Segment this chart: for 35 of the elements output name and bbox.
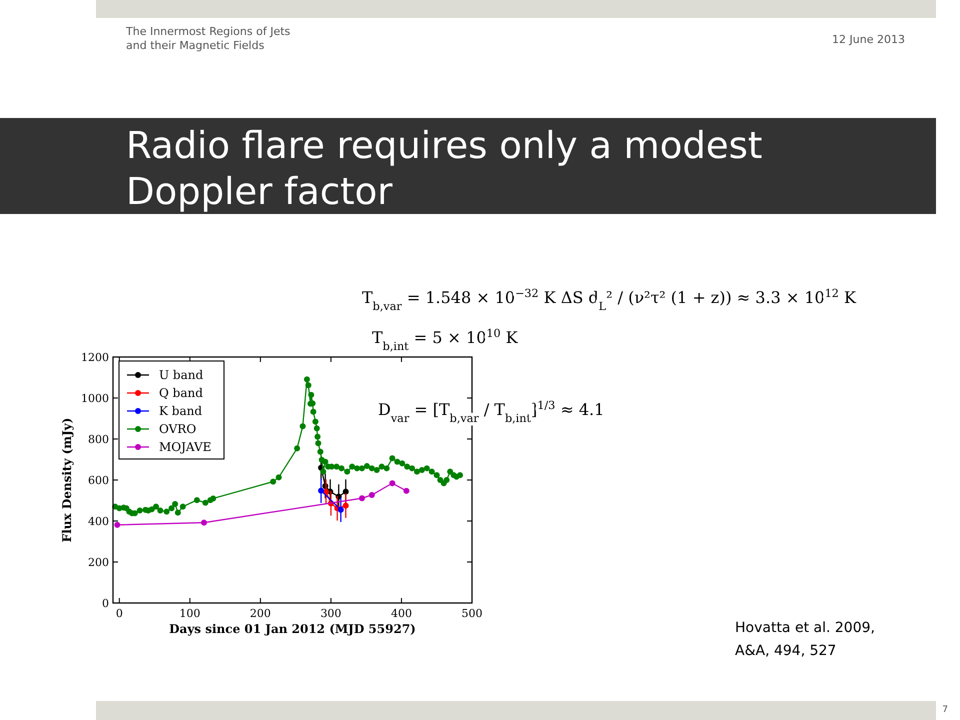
y-tick-label: 800 <box>88 433 109 446</box>
x-tick-label: 300 <box>320 607 342 620</box>
text: 7 <box>942 705 948 715</box>
point <box>403 488 410 494</box>
x-axis-title: Days since 01 Jan 2012 (MJD 55927) <box>169 622 416 636</box>
legend-label: OVRO <box>159 422 196 436</box>
point <box>368 492 375 498</box>
point <box>389 480 396 486</box>
point <box>200 520 207 526</box>
text: T$_{b,int}$ = 5 × 10$^{10}$ K <box>372 326 519 352</box>
x-tick-label: 200 <box>250 607 271 620</box>
y-tick-label: 1200 <box>81 351 109 364</box>
x-tick-label: 400 <box>390 607 412 620</box>
point <box>318 488 324 494</box>
y-tick-label: 1000 <box>81 392 109 405</box>
text: 12 June 2013 <box>832 33 905 46</box>
point <box>114 522 120 528</box>
y-tick-label: 200 <box>88 556 109 569</box>
legend-label: Q band <box>159 386 204 400</box>
chart-title: Radio flare requires only a modest Doppler factor <box>126 124 762 213</box>
y-tick-label: 600 <box>88 474 109 487</box>
text: Hovatta et al. 2009, A&A, 494, 527 <box>735 620 875 659</box>
x-tick-label: 100 <box>179 607 200 620</box>
legend-label: K band <box>159 404 202 418</box>
y-tick-label: 400 <box>88 515 109 528</box>
point <box>358 495 365 502</box>
y-tick-label: 0 <box>102 597 109 610</box>
point <box>342 502 349 509</box>
x-tick-label: 500 <box>462 607 482 620</box>
legend-label: U band <box>159 368 204 382</box>
legend-label: MOJAVE <box>159 440 212 454</box>
point <box>338 506 344 513</box>
x-tick-label: 0 <box>116 607 123 620</box>
text: The Innermost Regions of Jets and their Magnetic Fields <box>125 25 291 52</box>
y-axis-title: Flux Density (mJy) <box>60 418 74 542</box>
